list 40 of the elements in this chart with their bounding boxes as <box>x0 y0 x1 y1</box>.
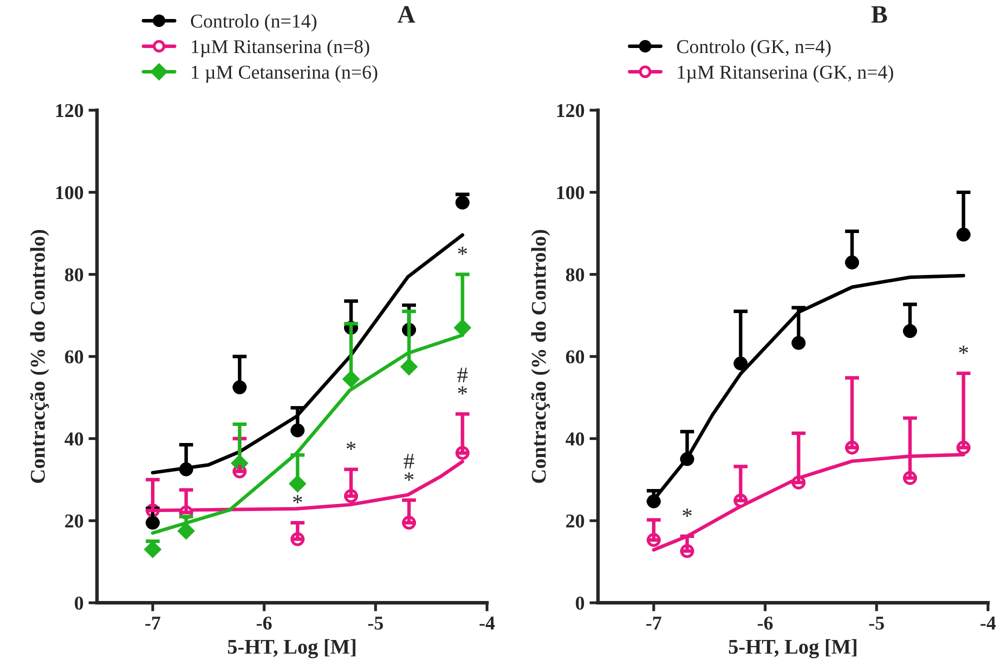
x-tick-label: -7 <box>646 616 662 630</box>
legend-label: 1µM Ritanserina (GK, n=4) <box>678 65 894 83</box>
y-tick-label: 100 <box>56 186 84 200</box>
y-tick-label: 60 <box>566 350 584 364</box>
annotation: # * <box>457 368 468 394</box>
legend-label: Controlo (GK, n=4) <box>677 40 831 58</box>
annotation: * <box>346 442 356 450</box>
legend-label: 1 µM Cetanserina (n=6) <box>192 65 378 83</box>
y-tick-label: 20 <box>65 514 84 528</box>
y-axis-title: Contracção (% do Controlo) <box>30 230 50 483</box>
x-tick-label: -5 <box>368 616 383 630</box>
x-tick-label: -6 <box>758 616 773 630</box>
x-axis-title: 5-HT, Log [M] <box>728 639 856 658</box>
x-axis-title: 5-HT, Log [M] <box>228 639 356 658</box>
x-tick-label: -4 <box>480 616 495 630</box>
y-axis-title: Contracção (% do Controlo) <box>531 230 550 483</box>
x-tick-label: -4 <box>980 616 996 630</box>
y-tick-label: 40 <box>566 432 584 446</box>
y-tick-label: 60 <box>65 350 84 364</box>
y-tick-label: 20 <box>566 514 584 528</box>
text: A <box>398 6 416 23</box>
y-tick-label: 40 <box>64 432 84 446</box>
legend-label: 1µM Ritanserina (n=8) <box>192 40 370 58</box>
x-tick-label: -7 <box>145 616 160 630</box>
y-tick-label: 100 <box>557 186 584 200</box>
y-tick-label: 80 <box>65 268 84 282</box>
annotation: * <box>682 508 692 517</box>
annotation: # * <box>404 454 414 481</box>
y-tick-label: 80 <box>566 268 584 282</box>
y-tick-label: 0 <box>576 596 584 610</box>
legend-label: Controlo (n=14) <box>190 14 316 32</box>
x-tick-label: -5 <box>869 616 884 630</box>
annotation: * <box>458 246 467 255</box>
y-tick-label: 120 <box>557 104 584 118</box>
annotation: * <box>293 495 302 504</box>
x-tick-label: -6 <box>256 616 272 630</box>
y-tick-label: 120 <box>56 104 84 118</box>
y-tick-label: 0 <box>74 596 84 610</box>
text: B <box>871 6 887 23</box>
annotation: * <box>959 346 968 354</box>
